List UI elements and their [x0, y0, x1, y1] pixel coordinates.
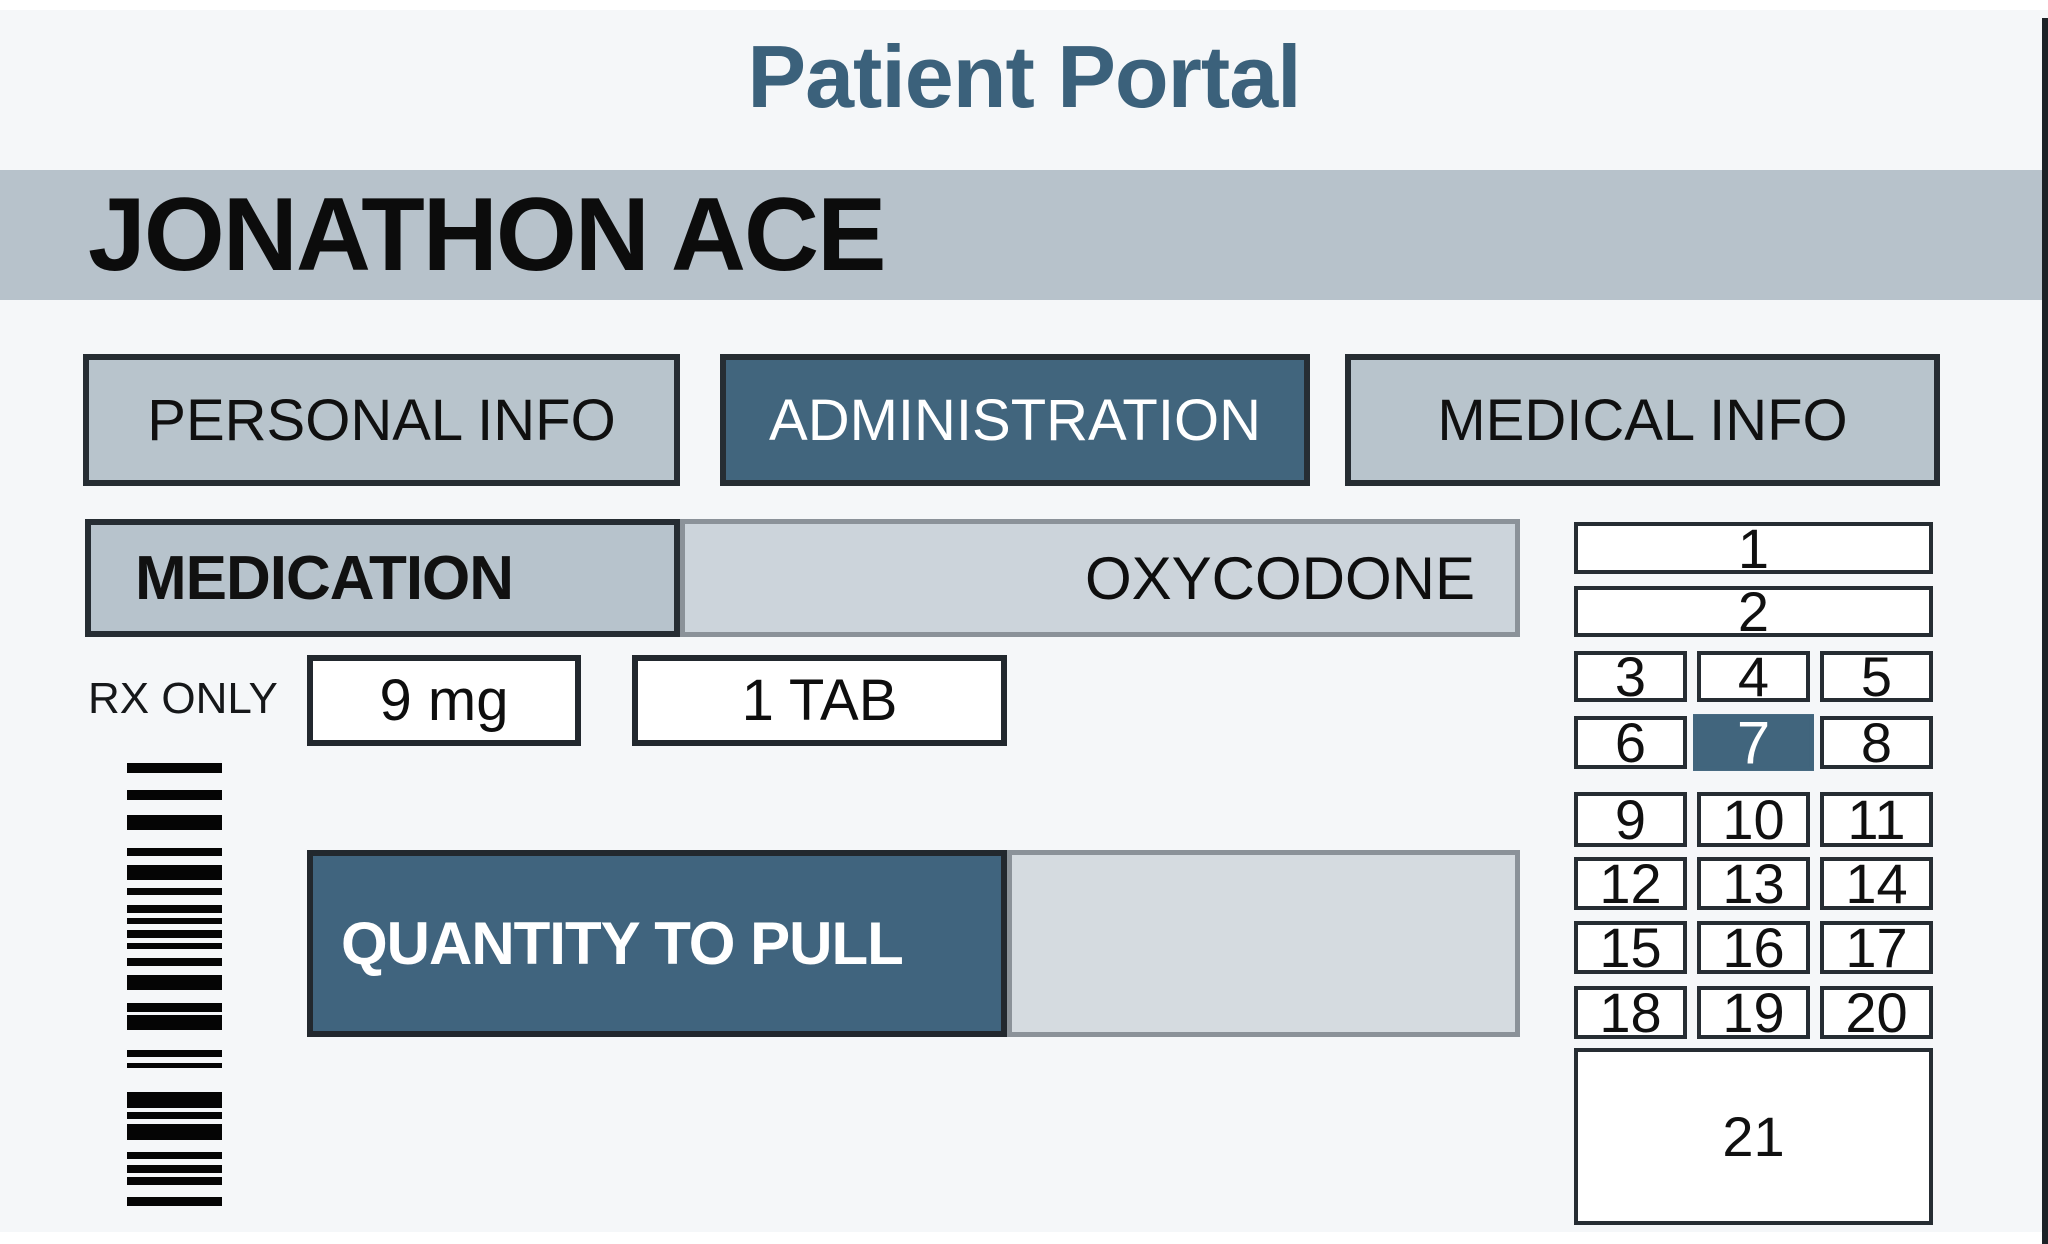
- tab-administration[interactable]: ADMINISTRATION: [720, 354, 1310, 486]
- patient-name-band: JONATHON ACE: [0, 170, 2048, 300]
- bottom-strip: [0, 1232, 2048, 1244]
- barcode: [127, 763, 222, 1206]
- medication-value-field[interactable]: OXYCODONE: [680, 519, 1520, 637]
- rx-only-label: RX ONLY: [88, 674, 278, 723]
- keypad: 1 2 3 4 5 6 7 8 9 10 11 12 13 14 15 16 1…: [1574, 517, 1933, 1225]
- key-5[interactable]: 5: [1820, 645, 1933, 708]
- tab-personal-info[interactable]: PERSONAL INFO: [83, 354, 680, 486]
- dose-field[interactable]: 9 mg: [307, 655, 581, 746]
- key-21[interactable]: 21: [1574, 1048, 1933, 1225]
- key-7[interactable]: 7: [1693, 709, 1814, 776]
- key-2[interactable]: 2: [1574, 580, 1933, 643]
- top-strip: [0, 0, 2048, 10]
- quantity-to-pull-label: QUANTITY TO PULL: [307, 850, 1007, 1037]
- key-3[interactable]: 3: [1574, 645, 1687, 708]
- key-8[interactable]: 8: [1820, 711, 1933, 774]
- page-title: Patient Portal: [747, 27, 1301, 126]
- tab-count-field[interactable]: 1 TAB: [632, 655, 1007, 746]
- right-edge-line: [2042, 18, 2048, 1244]
- tab-medical-info[interactable]: MEDICAL INFO: [1345, 354, 1940, 486]
- key-10[interactable]: 10: [1697, 788, 1810, 851]
- key-15[interactable]: 15: [1574, 916, 1687, 979]
- key-11[interactable]: 11: [1820, 788, 1933, 851]
- medication-field-label: MEDICATION: [85, 519, 680, 637]
- key-20[interactable]: 20: [1820, 981, 1933, 1044]
- key-13[interactable]: 13: [1697, 852, 1810, 915]
- key-17[interactable]: 17: [1820, 916, 1933, 979]
- key-18[interactable]: 18: [1574, 981, 1687, 1044]
- key-1[interactable]: 1: [1574, 517, 1933, 580]
- patient-name: JONATHON ACE: [88, 176, 886, 293]
- key-6[interactable]: 6: [1574, 711, 1687, 774]
- key-4[interactable]: 4: [1697, 645, 1810, 708]
- key-12[interactable]: 12: [1574, 852, 1687, 915]
- key-16[interactable]: 16: [1697, 916, 1810, 979]
- key-9[interactable]: 9: [1574, 788, 1687, 851]
- quantity-input-field[interactable]: [1007, 850, 1520, 1037]
- key-19[interactable]: 19: [1697, 981, 1810, 1044]
- key-14[interactable]: 14: [1820, 852, 1933, 915]
